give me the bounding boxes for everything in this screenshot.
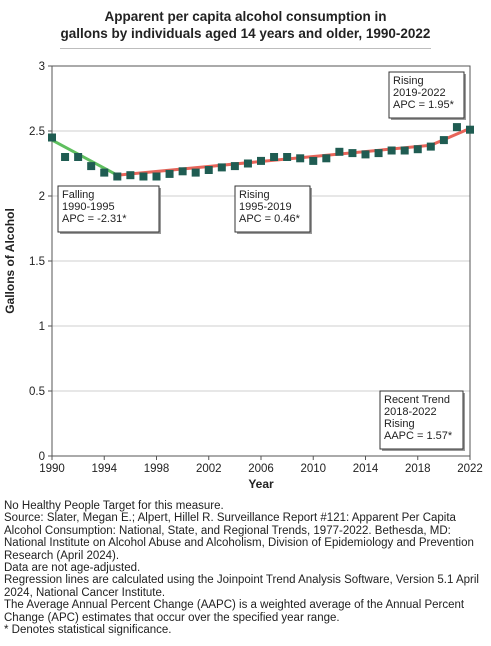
y-tick-label: 1 xyxy=(39,321,45,333)
data-point xyxy=(322,154,331,163)
x-tick-label: 2022 xyxy=(457,463,483,475)
data-point xyxy=(230,162,239,171)
axis-ticks: 0 0.5 1 1.5 2 2.5 3 1990 1994 1998 2002 2006 2010 201… xyxy=(29,61,483,475)
chart-svg: 0 0.5 1 1.5 2 2.5 3 1990 1994 1998 2002 2006 2010 201… xyxy=(3,61,483,491)
x-tick-label: 2006 xyxy=(248,463,274,475)
data-point xyxy=(204,166,213,174)
annotation-text: APC = -2.31* xyxy=(62,213,127,225)
data-point xyxy=(283,153,292,161)
footnote-age: Data are not age-adjusted. xyxy=(4,562,141,575)
annotation-text: APC = 1.95* xyxy=(393,99,455,111)
y-tick-label: 0.5 xyxy=(29,386,45,398)
data-point xyxy=(100,168,109,177)
data-point xyxy=(243,159,252,168)
data-point xyxy=(113,172,122,181)
annotation-text: Rising xyxy=(239,189,270,201)
footnote-aapc: The Average Annual Percent Change (AAPC)… xyxy=(4,599,465,624)
chart-title-line-1: Apparent per capita alcohol consumption … xyxy=(104,9,387,24)
data-point xyxy=(270,153,279,161)
y-tick-label: 1.5 xyxy=(29,256,45,268)
footnotes: No Healthy People Target for this measur… xyxy=(4,500,488,636)
x-tick-label: 1990 xyxy=(39,463,65,475)
annotation-text: 1990-1995 xyxy=(62,201,115,213)
y-axis-label: Gallons of Alcohol xyxy=(3,208,17,314)
data-point xyxy=(126,171,135,180)
data-point xyxy=(348,149,357,158)
data-point xyxy=(217,163,226,172)
annotation-text: Rising xyxy=(393,75,424,87)
annotation-frame xyxy=(388,71,465,119)
annotation-frame xyxy=(57,185,160,233)
data-point xyxy=(466,125,474,134)
annotation-text: AAPC = 1.57* xyxy=(384,430,453,442)
footnote-target: No Healthy People Target for this measur… xyxy=(4,500,224,512)
data-point xyxy=(48,133,56,142)
annotation-frame xyxy=(234,185,311,233)
data-point xyxy=(309,156,318,165)
y-tick-label: 2 xyxy=(39,191,45,203)
data-point xyxy=(191,168,200,177)
data-point xyxy=(439,136,448,145)
x-tick-label: 2018 xyxy=(405,463,431,475)
data-point xyxy=(400,146,409,155)
annotation-frame xyxy=(379,390,464,450)
data-point xyxy=(452,123,461,132)
annotation-text: APC = 0.46* xyxy=(239,213,301,225)
x-tick-label: 1998 xyxy=(144,463,170,475)
footnote-significance: * Denotes statistical significance. xyxy=(4,624,172,637)
data-point xyxy=(139,172,148,181)
annotation-text: 2019-2022 xyxy=(393,87,446,99)
data-point xyxy=(413,145,422,154)
data-point xyxy=(387,146,396,155)
chart-title: Apparent per capita alcohol consumption … xyxy=(0,8,491,42)
data-point xyxy=(426,142,435,151)
footnote-regression: Regression lines are calculated using th… xyxy=(4,574,479,599)
chart-title-line-2: gallons by individuals aged 14 years and… xyxy=(60,26,431,41)
data-point xyxy=(374,149,383,158)
y-tick-label: 2.5 xyxy=(29,126,45,138)
y-tick-label: 0 xyxy=(39,451,45,463)
data-point xyxy=(152,172,161,181)
data-point xyxy=(296,154,305,163)
data-point xyxy=(178,167,187,176)
x-tick-label: 2010 xyxy=(300,463,326,475)
data-point xyxy=(165,169,174,178)
annotation-text: Falling xyxy=(62,189,94,201)
footnote-source: Source: Slater, Megan E.; Alpert, Hillel… xyxy=(4,512,474,562)
annotation-text: Recent Trend xyxy=(384,394,450,406)
data-point xyxy=(61,153,70,161)
trend-segment xyxy=(429,126,472,147)
annotation-text: Rising xyxy=(384,418,415,430)
x-tick-label: 1994 xyxy=(91,463,117,475)
data-point xyxy=(257,156,265,165)
annotation-text: 2018-2022 xyxy=(384,406,437,418)
annotation-text: 1995-2019 xyxy=(239,201,292,213)
data-point xyxy=(74,153,83,161)
y-tick-label: 3 xyxy=(39,61,45,73)
data-point xyxy=(87,162,96,171)
x-axis-label: Year xyxy=(248,477,274,491)
x-tick-label: 2014 xyxy=(353,463,379,475)
data-point xyxy=(361,150,370,159)
data-points xyxy=(48,123,474,181)
title-divider xyxy=(60,48,431,49)
data-point xyxy=(335,147,344,156)
x-tick-label: 2002 xyxy=(196,463,222,475)
